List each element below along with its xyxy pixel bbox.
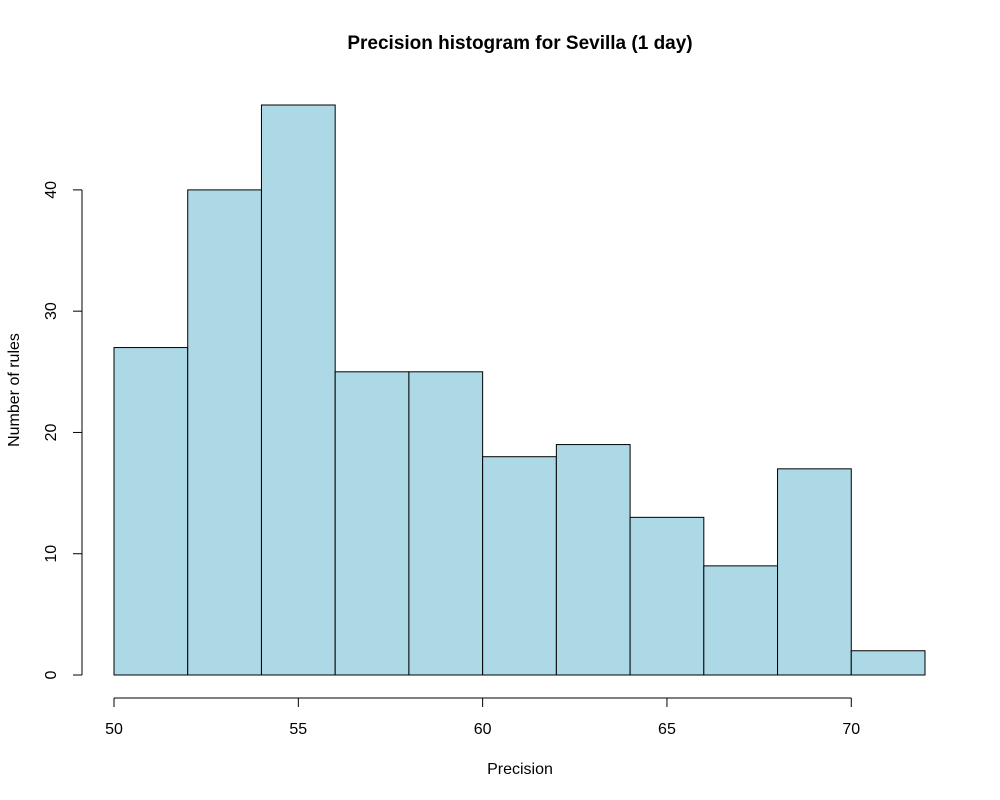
y-axis: 0 10 20 30 40 <box>43 181 83 679</box>
histogram-bar <box>113 347 189 676</box>
histogram-bar <box>408 371 484 676</box>
x-tick-label: 70 <box>842 721 860 738</box>
chart-title: Precision histogram for Sevilla (1 day) <box>347 33 692 54</box>
histogram-bar <box>334 371 410 676</box>
y-axis-label: Number of rules <box>6 333 23 447</box>
x-tick-label: 60 <box>474 721 492 738</box>
histogram-bar <box>629 516 705 676</box>
bars-group <box>113 104 926 676</box>
y-tick-label: 30 <box>43 302 60 320</box>
histogram-bar <box>703 565 779 676</box>
x-axis: 50 55 60 65 70 <box>105 697 860 738</box>
histogram-bar <box>777 468 852 676</box>
histogram-bar <box>482 456 557 676</box>
y-tick-label: 10 <box>43 545 60 563</box>
x-tick-label: 50 <box>105 721 123 738</box>
y-tick-label: 40 <box>43 181 60 199</box>
x-axis-label: Precision <box>487 761 553 778</box>
histogram-bar <box>260 104 336 676</box>
y-tick-label: 20 <box>43 423 60 441</box>
x-tick-label: 65 <box>658 721 676 738</box>
y-tick-label: 0 <box>43 670 60 679</box>
histogram-bar <box>850 650 926 676</box>
x-tick-label: 55 <box>289 721 307 738</box>
histogram-bar <box>555 444 631 676</box>
histogram-bar <box>187 189 262 676</box>
